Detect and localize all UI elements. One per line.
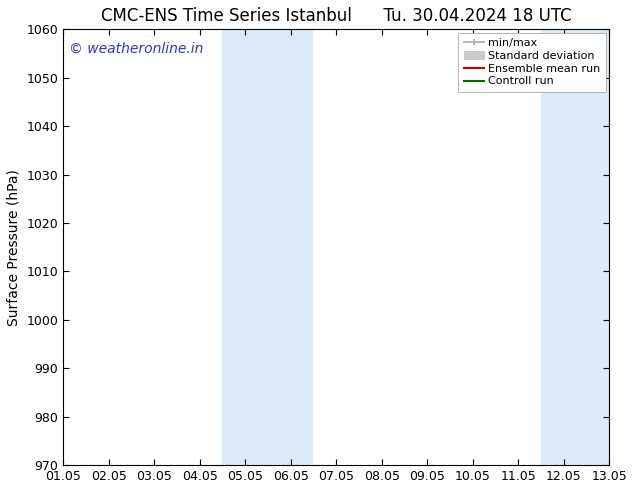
Legend: min/max, Standard deviation, Ensemble mean run, Controll run: min/max, Standard deviation, Ensemble me… [458,33,606,92]
Bar [223,29,313,465]
Bar [541,29,632,465]
Title: CMC-ENS Time Series Istanbul      Tu. 30.04.2024 18 UTC: CMC-ENS Time Series Istanbul Tu. 30.04.2… [101,7,571,25]
Y-axis label: Surface Pressure (hPa): Surface Pressure (hPa) [7,169,21,326]
Text: © weatheronline.in: © weatheronline.in [68,42,203,56]
